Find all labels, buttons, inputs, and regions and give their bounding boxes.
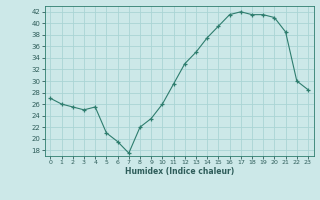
X-axis label: Humidex (Indice chaleur): Humidex (Indice chaleur) [124,167,234,176]
